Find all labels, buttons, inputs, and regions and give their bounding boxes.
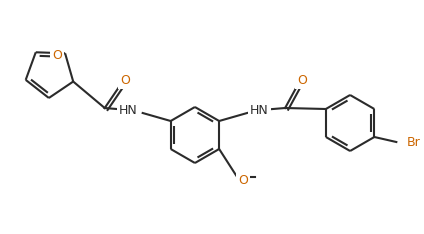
Text: O: O <box>120 74 130 88</box>
Text: O: O <box>52 49 62 62</box>
Text: HN: HN <box>250 103 269 117</box>
Text: Br: Br <box>406 135 420 149</box>
Text: HN: HN <box>119 103 138 117</box>
Text: O: O <box>238 173 248 186</box>
Text: O: O <box>297 74 307 88</box>
